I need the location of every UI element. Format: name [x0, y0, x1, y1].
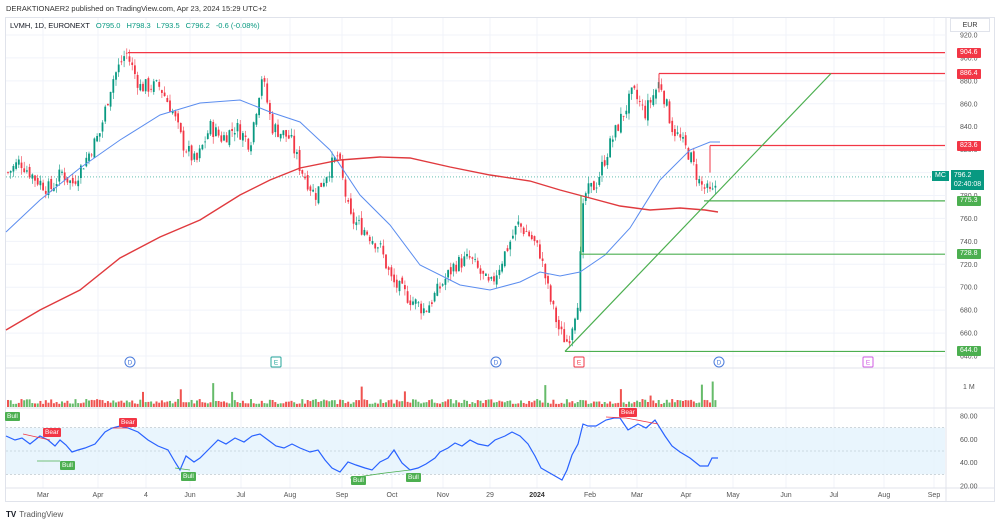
- earnings-event-icon[interactable]: [270, 356, 282, 368]
- time-axis-label: Apr: [92, 492, 104, 499]
- volume-tick: 1 M: [963, 384, 975, 391]
- price-level-tag: 775.3: [957, 195, 981, 206]
- bull-divergence-badge: Bull: [351, 476, 366, 485]
- rsi-tick: 20.00: [960, 484, 978, 491]
- price-tick: 740.0: [960, 239, 978, 246]
- chart-frame: [5, 17, 995, 502]
- price-level-tag: 823.6: [957, 140, 981, 151]
- time-axis-label: Apr: [680, 492, 692, 499]
- price-tick: 640.0: [960, 354, 978, 361]
- time-axis-label: Oct: [386, 492, 398, 499]
- symbol-tag: MC: [932, 171, 949, 181]
- current-price: 796.2 02:40:08: [950, 170, 985, 190]
- low-value: L793.5: [156, 21, 180, 30]
- symbol-info: LVMH, 1D, EURONEXT: [10, 21, 90, 30]
- event-label: D: [717, 360, 722, 367]
- currency-button[interactable]: EUR: [950, 18, 990, 32]
- sma200-line: [5, 156, 719, 331]
- divergence-line: [22, 433, 51, 441]
- time-axis-label: Mar: [36, 492, 50, 499]
- price-tick: 900.0: [960, 55, 978, 62]
- price-tick: 920.0: [960, 33, 978, 40]
- bull-divergence-badge: Bull: [60, 461, 75, 470]
- change-value: -0.6 (-0.08%): [215, 21, 260, 30]
- dividend-event-icon[interactable]: [490, 356, 502, 368]
- time-axis-label: Aug: [877, 492, 891, 499]
- rsi-tick: 40.00: [960, 460, 978, 467]
- price-tick: 820.0: [960, 147, 978, 154]
- event-label: E: [866, 360, 871, 367]
- divergence-line: [625, 417, 659, 425]
- price-level-tag: 904.6: [957, 47, 981, 58]
- trend-line[interactable]: [564, 73, 832, 352]
- bear-divergence-badge: Bear: [619, 408, 637, 417]
- tradingview-logo-icon: TV: [6, 510, 17, 519]
- bear-divergence-badge: Bear: [119, 418, 137, 427]
- time-axis-label: Nov: [436, 492, 450, 499]
- time-axis-label: Jul: [829, 492, 839, 499]
- high-value: H798.3: [126, 21, 151, 30]
- volume-bars: [7, 381, 717, 407]
- bull-divergence-badge: Bull: [406, 473, 421, 482]
- time-axis-label: 29: [486, 492, 494, 499]
- publisher-line: DERAKTIONAER2 published on TradingView.c…: [6, 4, 267, 13]
- current-price-tag: MC 796.2 02:40:08: [932, 170, 992, 190]
- event-label: D: [494, 360, 499, 367]
- time-axis-label: Jun: [780, 492, 792, 499]
- price-tick: 760.0: [960, 216, 978, 223]
- divergence-line: [174, 467, 191, 471]
- time-axis-label: Sep: [335, 492, 349, 499]
- rsi-tick: 80.00: [960, 414, 978, 421]
- price-tick: 720.0: [960, 262, 978, 269]
- time-axis-label: Feb: [583, 492, 597, 499]
- price-level-tag: 886.4: [957, 68, 981, 79]
- footer-brand: TV TradingView: [6, 510, 63, 519]
- earnings-event-icon[interactable]: [862, 356, 874, 368]
- open-value: O795.0: [95, 21, 121, 30]
- time-axis-label: Aug: [283, 492, 297, 499]
- rsi-tick: 60.00: [960, 437, 978, 444]
- bar-countdown: 02:40:08: [953, 181, 982, 188]
- earnings-event-icon[interactable]: [573, 356, 585, 368]
- time-axis-label: May: [726, 492, 740, 499]
- time-axis-label: Jul: [236, 492, 246, 499]
- time-axis-label: 4: [144, 492, 148, 499]
- time-axis-label: Sep: [927, 492, 941, 499]
- price-tick: 880.0: [960, 78, 978, 85]
- price-tick: 680.0: [960, 308, 978, 315]
- event-label: E: [274, 360, 279, 367]
- time-axis-label: 2024: [529, 492, 545, 499]
- time-axis-label: Jun: [184, 492, 196, 499]
- time-axis[interactable]: Mar Apr 4 Jun Jul Aug Sep Oct Nov 29 2024 Feb Mar Apr…: [0, 490, 1000, 502]
- time-axis-label: Mar: [630, 492, 644, 499]
- last-price: 796.2: [953, 172, 972, 179]
- bull-divergence-badge: Bull: [181, 472, 196, 481]
- price-tick: 700.0: [960, 285, 978, 292]
- event-label: D: [128, 360, 133, 367]
- symbol-legend: LVMH, 1D, EURONEXT O795.0 H798.3 L793.5 …: [10, 21, 260, 30]
- bear-divergence-badge: Bear: [43, 428, 61, 437]
- price-tick: 660.0: [960, 331, 978, 338]
- event-label: E: [577, 360, 582, 367]
- price-tick: 840.0: [960, 124, 978, 131]
- dividend-event-icon[interactable]: [124, 356, 136, 368]
- divergence-line: [384, 469, 411, 474]
- price-tick: 860.0: [960, 101, 978, 108]
- candles: [7, 48, 717, 348]
- brand-name: TradingView: [19, 510, 64, 519]
- price-level-tag: 644.0: [957, 346, 981, 357]
- divergence-line: [605, 416, 627, 419]
- price-level-tag: 728.8: [957, 249, 981, 260]
- dividend-event-icon[interactable]: [713, 356, 725, 368]
- sma50-line: [5, 99, 720, 291]
- close-value: C796.2: [185, 21, 210, 30]
- bull-divergence-badge: Bull: [5, 412, 20, 421]
